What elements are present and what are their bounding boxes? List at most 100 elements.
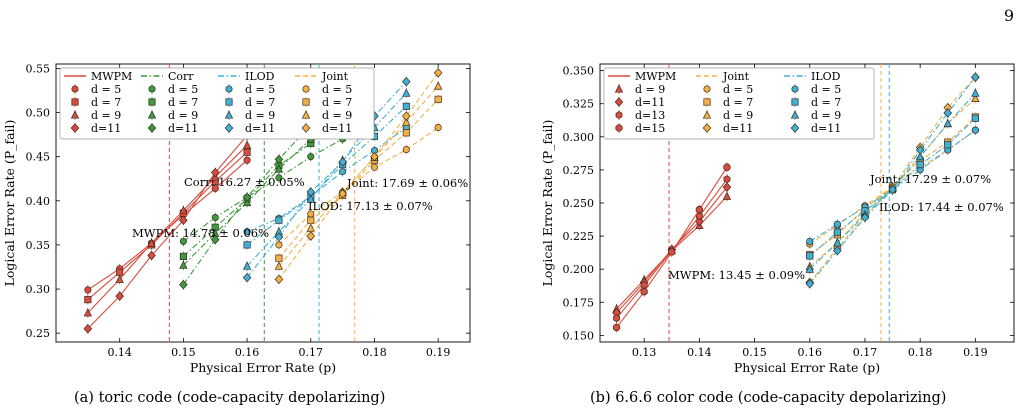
- color-legend-label-mwpm-d-9: d = 9: [635, 83, 665, 96]
- color-x-tick-label: 0.16: [798, 346, 823, 359]
- toric-point-mwpm-d-9: [147, 238, 156, 247]
- toric-x-tick-label: 0.14: [107, 346, 132, 359]
- toric-point-mwpm-d-5: [84, 286, 92, 294]
- toric-point-corr-d-11: [242, 192, 252, 202]
- color-legend-label-joint-d-7: d = 7: [723, 96, 753, 109]
- toric-point-joint-d-5: [275, 241, 283, 249]
- color-y-tick-label: 0.250: [563, 197, 595, 210]
- toric-line-mwpm-d-7: [87, 151, 248, 301]
- toric-point-ilod-d-7: [275, 216, 283, 224]
- toric-line-joint-d-7: [278, 98, 439, 259]
- color-point-ilod-d-7: [944, 141, 952, 149]
- toric-legend-label-corr-d-7: d = 7: [168, 96, 198, 109]
- toric-threshold-label-corr: Corr: 16.27 ± 0.05%: [184, 175, 305, 189]
- color-point-mwpm-d-11: [722, 182, 732, 192]
- color-legend-label-mwpm-d-15: d=15: [635, 122, 665, 135]
- toric-x-tick-label: 0.16: [235, 346, 260, 359]
- toric-point-ilod-d-11: [306, 187, 316, 197]
- toric-line-mwpm-d-9: [87, 144, 248, 314]
- color-legend-label-ilod-d-9: d = 9: [811, 109, 841, 122]
- color-point-mwpm-d-15: [723, 163, 731, 171]
- color-y-tick-label: 0.275: [563, 164, 595, 177]
- color-y-tick-label: 0.325: [563, 98, 595, 111]
- color-x-tick-label: 0.19: [963, 346, 988, 359]
- toric-point-corr-d-11: [210, 234, 220, 245]
- color-legend-marker-joint-d-9: [702, 110, 712, 119]
- toric-legend-marker-ilod-d-7: [225, 98, 233, 106]
- color-x-tick-label: 0.15: [742, 346, 767, 359]
- color-point-ilod-d-7: [806, 252, 814, 260]
- toric-point-corr-d-5: [275, 174, 283, 182]
- color-threshold-label-ilod: ILOD: 17.44 ± 0.07%: [879, 200, 1004, 214]
- toric-point-corr-d-11: [274, 154, 284, 165]
- color-point-mwpm-d-13: [613, 314, 620, 323]
- toric-line-ilod-d-7: [246, 105, 407, 246]
- color-point-mwpm-d-15: [668, 248, 676, 256]
- toric-legend-label-corr-d-11: d=11: [168, 122, 198, 135]
- color-point-ilod-d-7: [916, 161, 924, 169]
- color-legend-marker-ilod-d-5: [791, 85, 799, 93]
- color-y-tick-label: 0.300: [563, 131, 595, 144]
- color-x-axis-label: Physical Error Rate (p): [734, 360, 880, 375]
- toric-y-tick-label: 0.45: [26, 151, 51, 164]
- color-legend-marker-mwpm-d-13: [615, 111, 623, 119]
- color-y-tick-label: 0.175: [563, 296, 595, 309]
- toric-legend-marker-mwpm-d-5: [71, 85, 79, 93]
- toric-y-axis-label: Logical Error Rate (P_fail): [2, 120, 17, 287]
- color-code-chart: 0.13 0.14 0.15 0.16 0.17 0.18 0.19 0.150 0.175 0.…: [540, 63, 1015, 375]
- toric-legend-marker-corr-d-5: [148, 85, 156, 93]
- color-legend-marker-ilod-d-9: [790, 110, 800, 119]
- color-legend-label-ilod-d-5: d = 5: [811, 83, 841, 96]
- toric-legend-label-mwpm-d-5: d = 5: [91, 83, 121, 96]
- toric-point-mwpm-d-11: [210, 167, 220, 178]
- toric-legend-label-joint-d-5: d = 5: [322, 83, 352, 96]
- color-point-ilod-d-11: [971, 72, 980, 82]
- toric-legend-title-ilod: ILOD: [245, 70, 275, 83]
- color-legend-label-joint-d-5: d = 5: [723, 83, 753, 96]
- color-y-tick-label: 0.225: [563, 230, 595, 243]
- toric-y-tick-label: 0.50: [26, 107, 51, 120]
- color-legend-marker-mwpm-d-15: [615, 124, 623, 132]
- color-point-ilod-d-9: [915, 151, 925, 161]
- toric-point-ilod-d-11: [338, 157, 347, 167]
- toric-legend-marker-ilod-d-11: [224, 123, 234, 133]
- color-legend-marker-joint-d-11: [702, 123, 712, 133]
- toric-point-ilod-d-11: [402, 76, 411, 87]
- toric-legend-label-mwpm-d-7: d = 7: [91, 96, 121, 109]
- color-y-tick-label: 0.350: [563, 65, 595, 78]
- caption-color-code: (b) 6.6.6 color code (code-capacity depo…: [590, 390, 947, 406]
- color-y-axis-label: Logical Error Rate (P_fail): [540, 120, 555, 287]
- color-legend-marker-mwpm-d-11: [614, 97, 624, 107]
- toric-point-joint-d-7: [275, 254, 283, 262]
- toric-x-tick-label: 0.18: [362, 346, 387, 359]
- color-x-tick-label: 0.18: [908, 346, 933, 359]
- toric-legend-marker-joint-d-7: [302, 98, 310, 106]
- toric-legend-marker-joint-d-11: [301, 123, 311, 133]
- toric-legend-box: [59, 67, 375, 140]
- toric-legend-marker-ilod-d-5: [225, 85, 233, 93]
- color-legend-label-joint-d-9: d = 9: [723, 109, 753, 122]
- color-point-ilod-d-7: [833, 228, 841, 236]
- toric-point-ilod-d-11: [242, 272, 252, 283]
- toric-legend-label-joint-d-7: d = 7: [322, 96, 352, 109]
- color-legend-box: [603, 67, 875, 140]
- toric-point-corr-d-9: [179, 260, 188, 269]
- color-point-mwpm-d-15: [640, 288, 648, 296]
- toric-threshold-label-mwpm: MWPM: 14.78 ± 0.06%: [132, 226, 269, 240]
- toric-legend-label-corr-d-9: d = 9: [168, 109, 198, 122]
- color-x-tick-label: 0.13: [632, 346, 657, 359]
- toric-point-mwpm-d-7: [84, 296, 92, 304]
- toric-legend-marker-corr-d-7: [148, 98, 156, 106]
- color-point-ilod-d-5: [806, 237, 814, 245]
- color-point-ilod-d-11: [860, 212, 870, 223]
- toric-point-corr-d-5: [211, 214, 219, 222]
- toric-point-joint-d-9: [433, 81, 443, 90]
- color-point-ilod-d-9: [943, 118, 952, 128]
- toric-point-ilod-d-9: [306, 194, 315, 203]
- color-point-ilod-d-9: [971, 88, 980, 97]
- toric-point-mwpm-d-11: [115, 291, 124, 301]
- toric-point-corr-d-5: [307, 153, 315, 161]
- color-legend-title-mwpm: MWPM: [635, 70, 676, 83]
- color-threshold-label-joint: Joint: 17.29 ± 0.07%: [869, 172, 991, 186]
- toric-y-tick-label: 0.55: [26, 62, 51, 75]
